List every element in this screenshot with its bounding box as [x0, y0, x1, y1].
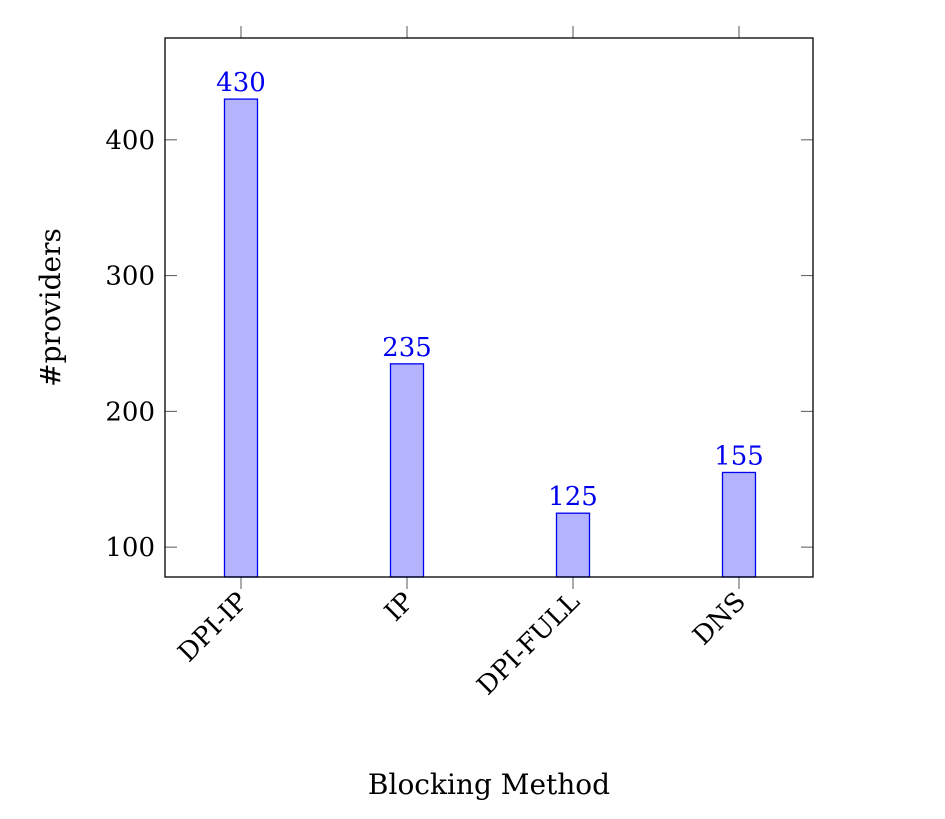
y-tick-label: 100	[105, 533, 155, 563]
bar-dpi-ip	[223, 98, 259, 578]
y-tick-label: 400	[105, 126, 155, 156]
x-tick-label: DPI-FULL	[471, 587, 585, 701]
y-tick-label: 300	[105, 262, 155, 292]
bar-ip	[389, 363, 425, 578]
bars	[223, 98, 757, 578]
bar-dpi-full	[555, 512, 591, 578]
x-tick-label: DPI-IP	[173, 587, 254, 668]
bar-dns	[721, 471, 757, 578]
data-label: 235	[382, 333, 432, 363]
plot-area-frame	[164, 37, 814, 578]
x-axis-title: Blocking Method	[368, 768, 610, 801]
labels: 100 200 300 400 430 DPI-IP 235 IP 125 DPI-FULL 155…	[105, 68, 763, 701]
y-tick-label: 200	[105, 397, 155, 427]
data-label: 125	[548, 482, 598, 512]
data-label: 155	[714, 441, 764, 471]
y-axis-title: #providers	[34, 228, 67, 387]
x-tick-label: DNS	[687, 587, 752, 652]
axis-ticks	[165, 26, 813, 589]
data-label: 430	[216, 68, 266, 98]
x-tick-label: IP	[379, 587, 420, 628]
